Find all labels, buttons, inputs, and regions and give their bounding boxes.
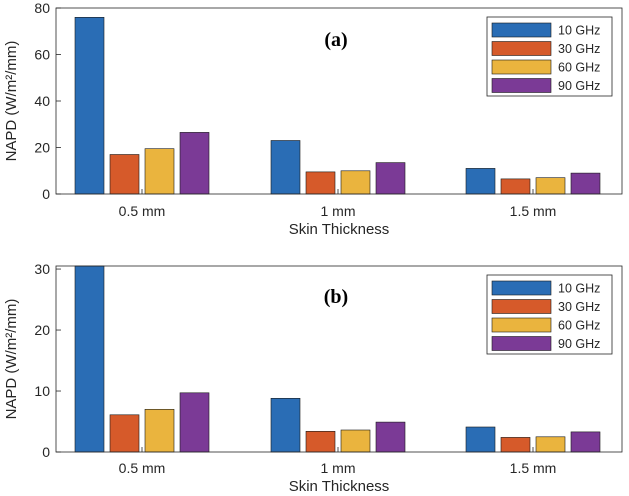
legend-label: 10 GHz [558, 282, 600, 296]
bar-60-ghz-0.5-mm [144, 148, 175, 195]
bar-90-ghz-0.5-mm [179, 392, 210, 453]
axes-frame [55, 265, 623, 453]
bar-90-ghz-1.5-mm [570, 172, 601, 195]
y-tick-label: 10 [34, 383, 50, 399]
bar-30-ghz-1-mm [305, 171, 336, 195]
bar-30-ghz-0.5-mm [109, 414, 140, 453]
legend-label: 60 GHz [558, 319, 600, 333]
bar-60-ghz-1-mm [340, 429, 371, 453]
y-axis-title: NAPD (W/m²/mm) [3, 299, 20, 420]
panel-label-b: (b) [324, 286, 348, 308]
legend-swatch [491, 78, 552, 93]
y-tick-label: 20 [34, 140, 50, 156]
panel-label-a: (a) [324, 29, 347, 51]
y-tick-label: 0 [42, 444, 50, 460]
panel-a: (a) 0 20 40 60 80 0.5 mm 1 mm 1.5 mm Skin Thickn… [3, 0, 623, 238]
bar-60-ghz-1-mm [340, 170, 371, 195]
y-tick-label: 60 [34, 47, 50, 63]
bar-90-ghz-1-mm [375, 421, 406, 453]
x-tick-label: 0.5 mm [119, 203, 166, 219]
y-axis-title: NAPD (W/m²/mm) [3, 41, 20, 162]
bar-10-ghz-1-mm [270, 397, 301, 453]
bar-10-ghz-1-mm [270, 140, 301, 195]
y-tick-label: 0 [42, 186, 50, 202]
bar-10-ghz-0.5-mm [74, 265, 105, 453]
bar-90-ghz-1-mm [375, 162, 406, 195]
legend-swatch [491, 22, 552, 38]
legend-swatch [491, 41, 552, 56]
bar-10-ghz-0.5-mm [74, 16, 105, 195]
bar-30-ghz-0.5-mm [109, 154, 140, 195]
legend-label: 90 GHz [558, 79, 600, 93]
bar-90-ghz-0.5-mm [179, 132, 210, 195]
legend: 10 GHz 30 GHz 60 GHz 90 GHz [486, 16, 613, 97]
legend-label: 90 GHz [558, 337, 600, 351]
bar-60-ghz-0.5-mm [144, 408, 175, 453]
legend-swatch [491, 336, 552, 351]
y-tick-label: 20 [34, 322, 50, 338]
panel-b: (b) 0 10 20 30 0.5 mm 1 mm 1.5 mm Skin Thicknes… [3, 261, 623, 495]
x-axis-title: Skin Thickness [289, 221, 390, 238]
legend-label: 30 GHz [558, 42, 600, 56]
bar-60-ghz-1.5-mm [535, 177, 566, 195]
x-tick-label: 0.5 mm [119, 460, 166, 476]
bar-30-ghz-1.5-mm [500, 437, 531, 453]
bar-10-ghz-1.5-mm [465, 168, 496, 195]
x-axis-title: Skin Thickness [289, 478, 390, 495]
bar-30-ghz-1-mm [305, 430, 336, 453]
legend-swatch [491, 317, 552, 333]
legend: 10 GHz 30 GHz 60 GHz 90 GHz [486, 274, 613, 355]
legend-swatch [491, 280, 552, 296]
y-tick-label: 40 [34, 93, 50, 109]
x-tick-label: 1.5 mm [510, 460, 557, 476]
bar-30-ghz-1.5-mm [500, 178, 531, 195]
bar-60-ghz-1.5-mm [535, 436, 566, 453]
x-tick-label: 1 mm [321, 203, 356, 219]
y-tick-label: 80 [34, 0, 50, 16]
bar-10-ghz-1.5-mm [465, 426, 496, 453]
bar-90-ghz-1.5-mm [570, 431, 601, 453]
legend-swatch [491, 59, 552, 75]
legend-label: 60 GHz [558, 61, 600, 75]
legend-swatch [491, 299, 552, 314]
legend-label: 10 GHz [558, 24, 600, 38]
y-tick-label: 30 [34, 261, 50, 277]
x-tick-label: 1.5 mm [510, 203, 557, 219]
legend-label: 30 GHz [558, 300, 600, 314]
x-tick-label: 1 mm [321, 460, 356, 476]
